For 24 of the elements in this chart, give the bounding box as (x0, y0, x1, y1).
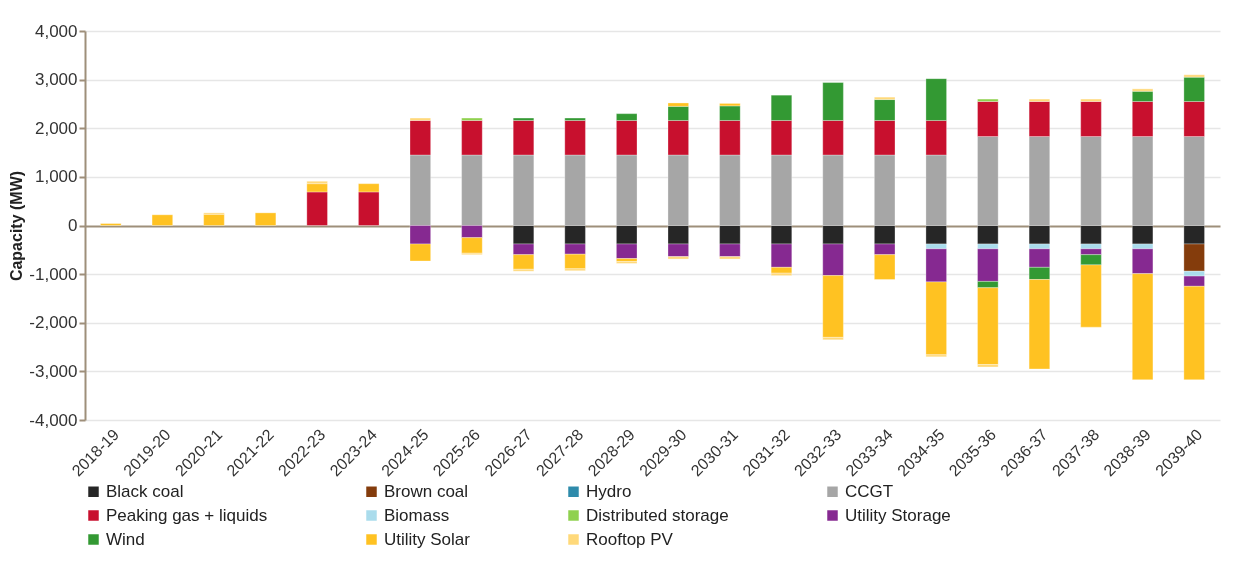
y-tick-label: 1,000 (34, 167, 78, 187)
y-tick-label: -4,000 (29, 410, 78, 430)
y-tick-label: 2,000 (34, 118, 78, 138)
bar (151, 214, 173, 226)
legend-label: Peaking gas + liquids (106, 505, 268, 525)
bar (203, 214, 225, 226)
y-tick-label: -1,000 (29, 264, 78, 284)
legend-label: Utility Solar (384, 529, 471, 549)
y-axis-title: Capacity (MW) (8, 170, 26, 282)
y-tick-label: 4,000 (34, 21, 78, 41)
legend-label: Brown coal (384, 481, 469, 501)
legend-label: CCGT (845, 481, 894, 501)
legend-label: Rooftop PV (586, 529, 674, 549)
y-tick-label: -3,000 (29, 361, 78, 381)
legend-label: Hydro (586, 481, 632, 501)
legend-label: Black coal (106, 481, 184, 501)
y-tick-label: 0 (68, 216, 78, 235)
y-tick-label: -2,000 (29, 313, 78, 333)
legend-label: Distributed storage (586, 505, 729, 525)
legend-label: Wind (106, 529, 145, 549)
legend-label: Utility Storage (845, 505, 951, 525)
bar (255, 212, 277, 226)
y-tick-label: 3,000 (34, 70, 78, 90)
legend-label: Biomass (384, 505, 450, 525)
